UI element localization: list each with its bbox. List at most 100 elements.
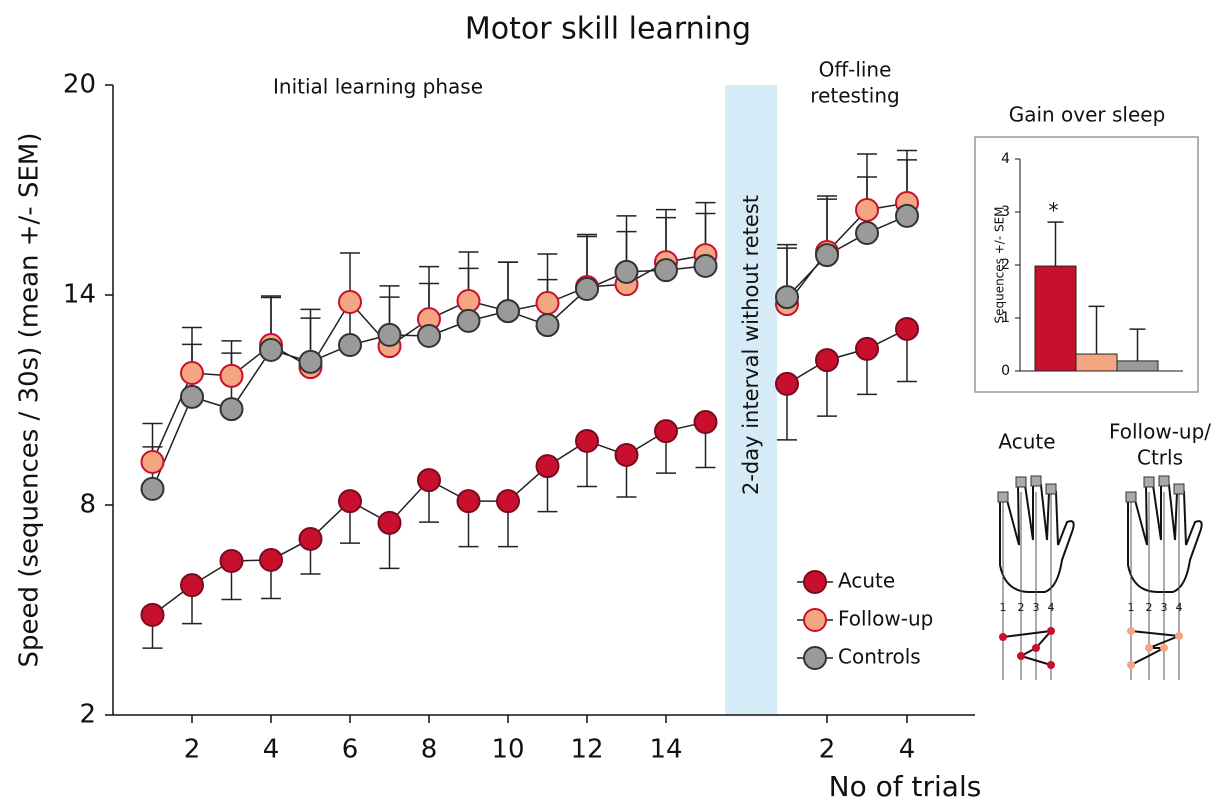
chart-title: Motor skill learning xyxy=(465,12,751,47)
hand-label: Ctrls xyxy=(1137,446,1183,470)
data-point xyxy=(896,318,918,340)
sequence-dot xyxy=(1127,661,1135,669)
sequence-dot xyxy=(1127,627,1135,635)
x-tick-label: 12 xyxy=(570,735,603,765)
fingertip xyxy=(1144,477,1154,487)
sequence-path xyxy=(1003,631,1051,665)
hand-label: Acute xyxy=(998,430,1055,454)
sequence-dot xyxy=(1017,652,1025,660)
data-point xyxy=(655,420,677,442)
inset-bar xyxy=(1117,361,1158,371)
x-tick-label: 2 xyxy=(819,735,836,765)
data-point xyxy=(221,398,243,420)
data-point xyxy=(260,339,282,361)
data-point xyxy=(856,338,878,360)
data-point xyxy=(379,324,401,346)
series-line xyxy=(787,216,907,297)
fingertip xyxy=(1126,492,1136,502)
data-point xyxy=(339,334,361,356)
data-point xyxy=(300,528,322,550)
data-point xyxy=(655,259,677,281)
data-point xyxy=(776,286,798,308)
interval-label: 2-day interval without retest xyxy=(739,195,763,495)
data-point xyxy=(497,490,519,512)
data-point xyxy=(576,278,598,300)
data-point xyxy=(856,222,878,244)
data-point xyxy=(497,300,519,322)
data-point xyxy=(221,365,243,387)
hand-outline xyxy=(1000,485,1074,592)
data-point xyxy=(458,310,480,332)
data-point xyxy=(142,604,164,626)
hand-outline xyxy=(1128,485,1202,592)
y-axis-label: Speed (sequences / 30s) (mean +/- SEM) xyxy=(15,133,45,668)
series-line xyxy=(787,329,907,384)
data-point xyxy=(339,291,361,313)
data-point xyxy=(576,430,598,452)
data-point xyxy=(537,292,559,314)
significance-mark: * xyxy=(1049,199,1059,223)
x-tick-label: 2 xyxy=(184,735,201,765)
data-point xyxy=(816,244,838,266)
inset-y-tick-label: 4 xyxy=(1001,151,1010,167)
fingertip xyxy=(998,492,1008,502)
finger-number: 4 xyxy=(1048,601,1055,614)
fingertip xyxy=(1031,476,1041,486)
x-tick-label: 4 xyxy=(263,735,280,765)
data-point xyxy=(300,351,322,373)
data-point xyxy=(896,205,918,227)
sequence-dot xyxy=(1175,632,1183,640)
y-tick-label: 8 xyxy=(79,490,96,520)
legend-label: Controls xyxy=(838,645,921,669)
data-point xyxy=(339,490,361,512)
inset-bar xyxy=(1076,354,1117,371)
data-point xyxy=(776,373,798,395)
phase-label: Off-line xyxy=(819,58,892,82)
inset-y-tick-label: 1 xyxy=(1001,310,1010,326)
legend-label: Follow-up xyxy=(838,607,933,631)
inset-y-tick-label: 0 xyxy=(1001,363,1010,379)
data-point xyxy=(181,574,203,596)
data-point xyxy=(856,199,878,221)
x-axis-label: No of trials xyxy=(829,770,982,803)
sequence-path xyxy=(1131,631,1179,665)
sequence-dot xyxy=(999,633,1007,641)
sequence-dot xyxy=(1160,644,1168,652)
y-tick-label: 2 xyxy=(79,700,96,730)
x-tick-label: 10 xyxy=(491,735,524,765)
data-point xyxy=(616,444,638,466)
sequence-dot xyxy=(1032,644,1040,652)
y-tick-label: 20 xyxy=(63,70,96,100)
legend-marker xyxy=(804,571,826,593)
x-tick-label: 6 xyxy=(342,735,359,765)
data-point xyxy=(816,349,838,371)
figure: Motor skill learning Initial learning ph… xyxy=(0,0,1227,805)
inset-title: Gain over sleep xyxy=(1009,103,1166,127)
legend-marker xyxy=(804,609,826,631)
data-point xyxy=(695,411,717,433)
data-point xyxy=(221,550,243,572)
x-tick-label: 4 xyxy=(899,735,916,765)
data-point xyxy=(695,255,717,277)
y-tick-label: 14 xyxy=(63,280,96,310)
data-point xyxy=(142,478,164,500)
legend-marker xyxy=(804,647,826,669)
phase-label: retesting xyxy=(810,84,899,108)
fingertip xyxy=(1159,476,1169,486)
data-point xyxy=(379,512,401,534)
finger-number: 1 xyxy=(1128,601,1135,614)
finger-number: 4 xyxy=(1176,601,1183,614)
hand-label: Follow-up/ xyxy=(1109,420,1211,444)
finger-number: 2 xyxy=(1146,601,1153,614)
data-point xyxy=(458,290,480,312)
phase-label: Initial learning phase xyxy=(273,75,483,99)
legend-label: Acute xyxy=(838,569,895,593)
data-point xyxy=(537,455,559,477)
data-point xyxy=(458,490,480,512)
x-tick-label: 8 xyxy=(421,735,438,765)
inset-y-tick-label: 2 xyxy=(1001,257,1010,273)
inset-y-tick-label: 3 xyxy=(1001,204,1010,220)
sequence-dot xyxy=(1047,661,1055,669)
x-tick-label: 14 xyxy=(649,735,682,765)
fingertip xyxy=(1016,477,1026,487)
